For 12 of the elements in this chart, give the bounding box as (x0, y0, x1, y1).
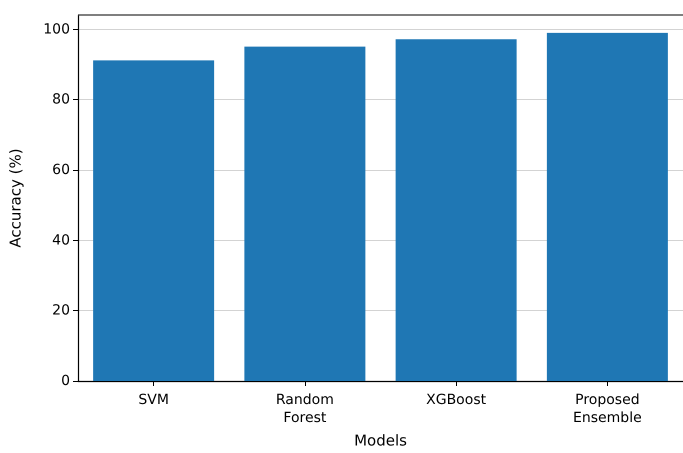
y-tick-label: 40 (52, 232, 70, 248)
y-tick-label: 100 (43, 21, 70, 38)
x-tick-label: SVM (138, 392, 169, 408)
y-tick-label: 80 (52, 92, 70, 108)
x-tick-label: Random Forest (276, 392, 334, 426)
x-tick-label: XGBoost (426, 392, 487, 408)
y-tick-label: 0 (61, 373, 70, 389)
x-axis-title: Models (354, 432, 408, 450)
y-axis-title: Accuracy (%) (6, 148, 24, 248)
y-tick-label: 60 (52, 162, 70, 178)
x-tick-label: Proposed Ensemble (573, 392, 642, 426)
y-tick-label: 20 (52, 302, 70, 319)
